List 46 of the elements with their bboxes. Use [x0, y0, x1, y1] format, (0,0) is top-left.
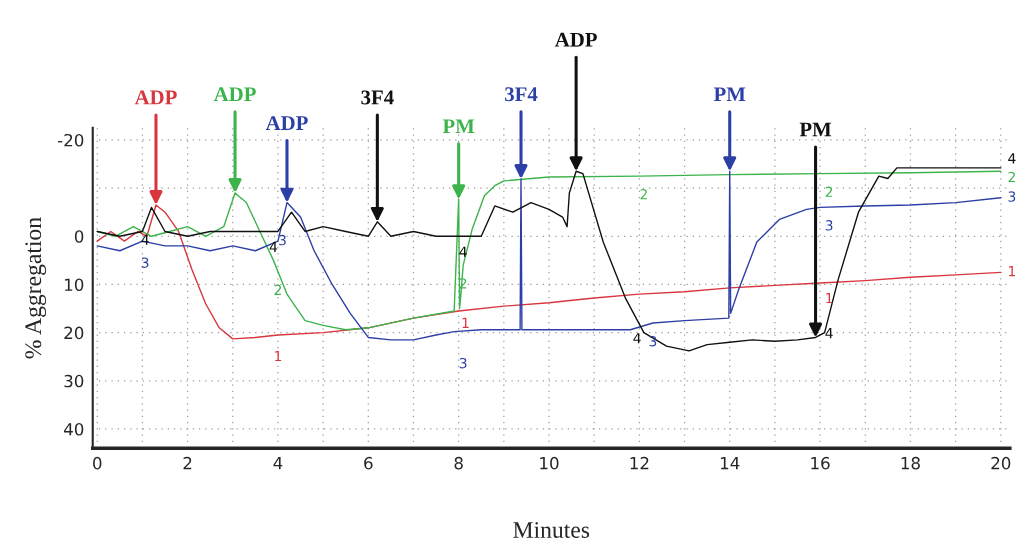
series-label: 1 [462, 317, 469, 328]
text: 1 [1009, 266, 1016, 277]
x-tick-label: 20 [991, 456, 1011, 470]
annotation: PM [442, 119, 475, 134]
y-tick-label: 40 [64, 422, 84, 436]
y-axis-title: % Aggregation [25, 217, 47, 359]
text: 2 [1008, 171, 1015, 183]
annotation: ADP [554, 32, 597, 47]
x-tick-label: 14 [720, 457, 740, 470]
legend-label: 4 [825, 328, 833, 339]
text: 1 [826, 292, 833, 304]
text: 3 [141, 257, 149, 268]
text: 3 [649, 335, 657, 347]
x-tick-label: 8 [454, 456, 463, 470]
text: 2 [640, 188, 647, 200]
text: 2 [825, 186, 833, 197]
x-tick-label: 18 [901, 456, 920, 470]
text: 4 [1008, 153, 1016, 164]
annotation: ADP [213, 87, 256, 102]
text: 3 [459, 357, 467, 369]
x-axis-title: Minutes [513, 522, 590, 538]
annotation: PM [799, 122, 832, 137]
x-tick-label: 16 [811, 456, 830, 470]
text: 4 [269, 241, 278, 252]
annotation: ADP [134, 90, 177, 105]
text: 2 [274, 284, 281, 295]
y-tick-label: -20 [57, 133, 84, 147]
text: 3 [825, 220, 833, 231]
y-tick-label: 0 [74, 230, 84, 243]
x-tick-label: 10 [540, 456, 559, 470]
annotation: ADP [265, 116, 308, 130]
x-tick-label: 6 [364, 456, 373, 470]
x-tick-label: 4 [273, 457, 283, 470]
text: 1 [275, 350, 282, 362]
y-tick-label: 20 [64, 326, 84, 340]
x-tick-label: 0 [93, 456, 102, 470]
annotation: 3F4 [361, 90, 394, 105]
annotation: 3F4 [505, 87, 538, 102]
annotation: PM [713, 87, 746, 102]
x-tick-label: 12 [630, 456, 649, 470]
text: 3 [1008, 191, 1016, 202]
text: 4 [633, 333, 641, 344]
series-label: 3 [279, 234, 286, 246]
x-tick-label: 2 [183, 456, 192, 470]
y-tick-label: 10 [65, 278, 84, 292]
y-tick-label: 30 [64, 374, 84, 388]
